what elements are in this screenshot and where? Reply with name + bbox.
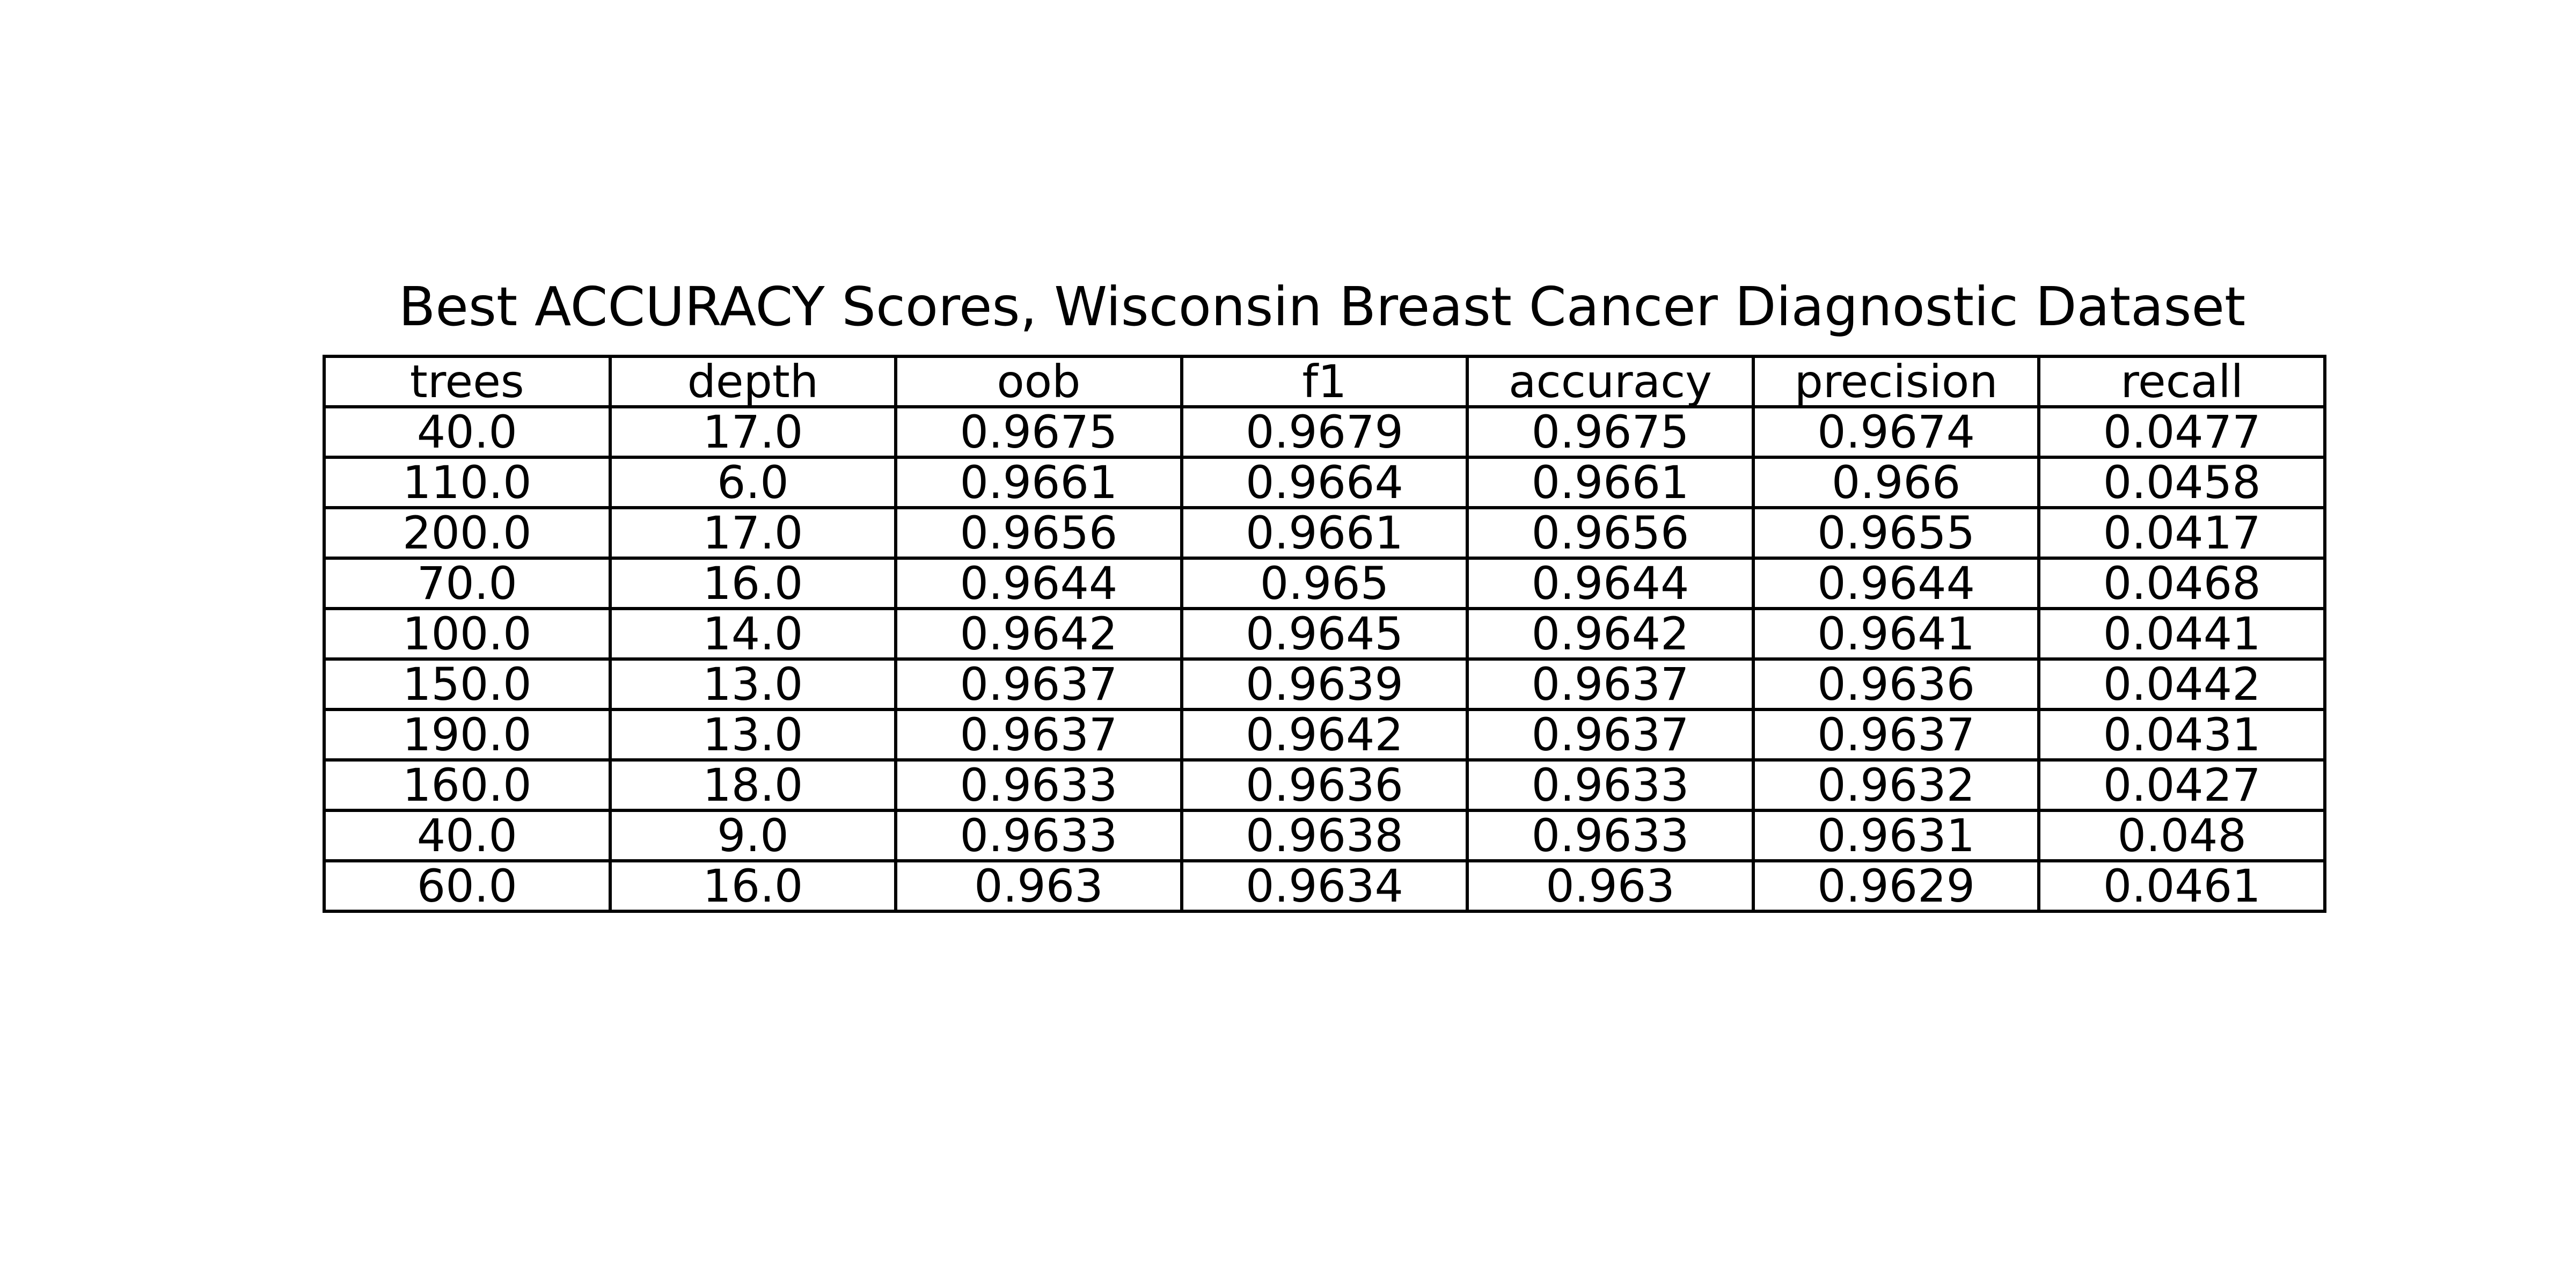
table-cell-depth: 14.0 xyxy=(608,607,898,661)
table-cell-precision: 0.966 xyxy=(1751,456,2041,509)
table-cell-trees: 40.0 xyxy=(323,809,612,862)
column-header-trees: trees xyxy=(323,355,612,408)
table-cell-oob: 0.9633 xyxy=(894,809,1183,862)
table-row: 200.0 17.0 0.9656 0.9661 0.9656 0.9655 0.0417 xyxy=(323,506,2326,560)
table-cell-precision: 0.9644 xyxy=(1751,557,2041,610)
table-cell-trees: 200.0 xyxy=(323,506,612,560)
column-header-accuracy: accuracy xyxy=(1466,355,1755,408)
column-header-precision: precision xyxy=(1751,355,2041,408)
table-cell-f1: 0.9634 xyxy=(1180,859,1469,913)
column-header-f1: f1 xyxy=(1180,355,1469,408)
table-cell-f1: 0.9661 xyxy=(1180,506,1469,560)
table-cell-f1: 0.9642 xyxy=(1180,708,1469,762)
table-cell-trees: 190.0 xyxy=(323,708,612,762)
table-cell-depth: 13.0 xyxy=(608,657,898,711)
table-row: 70.0 16.0 0.9644 0.965 0.9644 0.9644 0.0468 xyxy=(323,557,2326,610)
table-cell-depth: 16.0 xyxy=(608,859,898,913)
table-cell-oob: 0.9656 xyxy=(894,506,1183,560)
table-row: 190.0 13.0 0.9637 0.9642 0.9637 0.9637 0.0431 xyxy=(323,708,2326,762)
table-cell-depth: 17.0 xyxy=(608,405,898,459)
table-cell-accuracy: 0.9633 xyxy=(1466,758,1755,812)
table-cell-depth: 18.0 xyxy=(608,758,898,812)
table-cell-trees: 150.0 xyxy=(323,657,612,711)
table-cell-recall: 0.0458 xyxy=(2037,456,2326,509)
table-cell-precision: 0.9641 xyxy=(1751,607,2041,661)
table-cell-trees: 110.0 xyxy=(323,456,612,509)
table-cell-depth: 17.0 xyxy=(608,506,898,560)
table-cell-oob: 0.9633 xyxy=(894,758,1183,812)
table-row: 110.0 6.0 0.9661 0.9664 0.9661 0.966 0.0458 xyxy=(323,456,2326,509)
table-row: 160.0 18.0 0.9633 0.9636 0.9633 0.9632 0.0427 xyxy=(323,758,2326,812)
header-row: trees depth oob f1 accuracy precision recall xyxy=(323,355,2326,408)
table-cell-accuracy: 0.9633 xyxy=(1466,809,1755,862)
table-cell-precision: 0.9655 xyxy=(1751,506,2041,560)
table-cell-trees: 100.0 xyxy=(323,607,612,661)
table-cell-f1: 0.9679 xyxy=(1180,405,1469,459)
table-cell-f1: 0.9664 xyxy=(1180,456,1469,509)
table-cell-oob: 0.9637 xyxy=(894,657,1183,711)
table-cell-precision: 0.9674 xyxy=(1751,405,2041,459)
table-cell-recall: 0.0461 xyxy=(2037,859,2326,913)
table-cell-recall: 0.0442 xyxy=(2037,657,2326,711)
table-cell-recall: 0.0441 xyxy=(2037,607,2326,661)
table-cell-trees: 40.0 xyxy=(323,405,612,459)
table-cell-depth: 16.0 xyxy=(608,557,898,610)
table-cell-oob: 0.9644 xyxy=(894,557,1183,610)
table-cell-precision: 0.9629 xyxy=(1751,859,2041,913)
table-cell-precision: 0.9632 xyxy=(1751,758,2041,812)
column-header-oob: oob xyxy=(894,355,1183,408)
table-row: 150.0 13.0 0.9637 0.9639 0.9637 0.9636 0.0442 xyxy=(323,657,2326,711)
table-cell-depth: 13.0 xyxy=(608,708,898,762)
table-cell-recall: 0.0477 xyxy=(2037,405,2326,459)
table-cell-oob: 0.9642 xyxy=(894,607,1183,661)
table-cell-accuracy: 0.9656 xyxy=(1466,506,1755,560)
table-cell-trees: 160.0 xyxy=(323,758,612,812)
table-cell-recall: 0.048 xyxy=(2037,809,2326,862)
column-header-recall: recall xyxy=(2037,355,2326,408)
table-cell-f1: 0.9639 xyxy=(1180,657,1469,711)
table-cell-recall: 0.0468 xyxy=(2037,557,2326,610)
table-cell-f1: 0.9645 xyxy=(1180,607,1469,661)
column-header-depth: depth xyxy=(608,355,898,408)
table-cell-accuracy: 0.9637 xyxy=(1466,708,1755,762)
results-table: trees depth oob f1 accuracy precision recall 4… xyxy=(323,355,2326,913)
chart-title: Best ACCURACY Scores, Wisconsin Breast C… xyxy=(398,275,2246,338)
table-cell-f1: 0.965 xyxy=(1180,557,1469,610)
table-cell-precision: 0.9637 xyxy=(1751,708,2041,762)
table-cell-oob: 0.9675 xyxy=(894,405,1183,459)
table-cell-accuracy: 0.963 xyxy=(1466,859,1755,913)
table-row: 100.0 14.0 0.9642 0.9645 0.9642 0.9641 0.0441 xyxy=(323,607,2326,661)
table-row: 40.0 9.0 0.9633 0.9638 0.9633 0.9631 0.048 xyxy=(323,809,2326,862)
table-cell-depth: 6.0 xyxy=(608,456,898,509)
table-cell-accuracy: 0.9675 xyxy=(1466,405,1755,459)
table-cell-oob: 0.963 xyxy=(894,859,1183,913)
table-cell-accuracy: 0.9661 xyxy=(1466,456,1755,509)
table-body: 40.0 17.0 0.9675 0.9679 0.9675 0.9674 0.0477 11… xyxy=(323,405,2326,913)
table-cell-trees: 60.0 xyxy=(323,859,612,913)
table-cell-f1: 0.9636 xyxy=(1180,758,1469,812)
table-cell-depth: 9.0 xyxy=(608,809,898,862)
table-cell-recall: 0.0427 xyxy=(2037,758,2326,812)
table-cell-oob: 0.9661 xyxy=(894,456,1183,509)
table-cell-accuracy: 0.9642 xyxy=(1466,607,1755,661)
table-cell-accuracy: 0.9644 xyxy=(1466,557,1755,610)
table-cell-precision: 0.9631 xyxy=(1751,809,2041,862)
table-cell-precision: 0.9636 xyxy=(1751,657,2041,711)
table-cell-oob: 0.9637 xyxy=(894,708,1183,762)
table-cell-accuracy: 0.9637 xyxy=(1466,657,1755,711)
table-cell-trees: 70.0 xyxy=(323,557,612,610)
table-cell-f1: 0.9638 xyxy=(1180,809,1469,862)
table-cell-recall: 0.0431 xyxy=(2037,708,2326,762)
table-row: 60.0 16.0 0.963 0.9634 0.963 0.9629 0.0461 xyxy=(323,859,2326,913)
table-row: 40.0 17.0 0.9675 0.9679 0.9675 0.9674 0.0477 xyxy=(323,405,2326,459)
table-cell-recall: 0.0417 xyxy=(2037,506,2326,560)
